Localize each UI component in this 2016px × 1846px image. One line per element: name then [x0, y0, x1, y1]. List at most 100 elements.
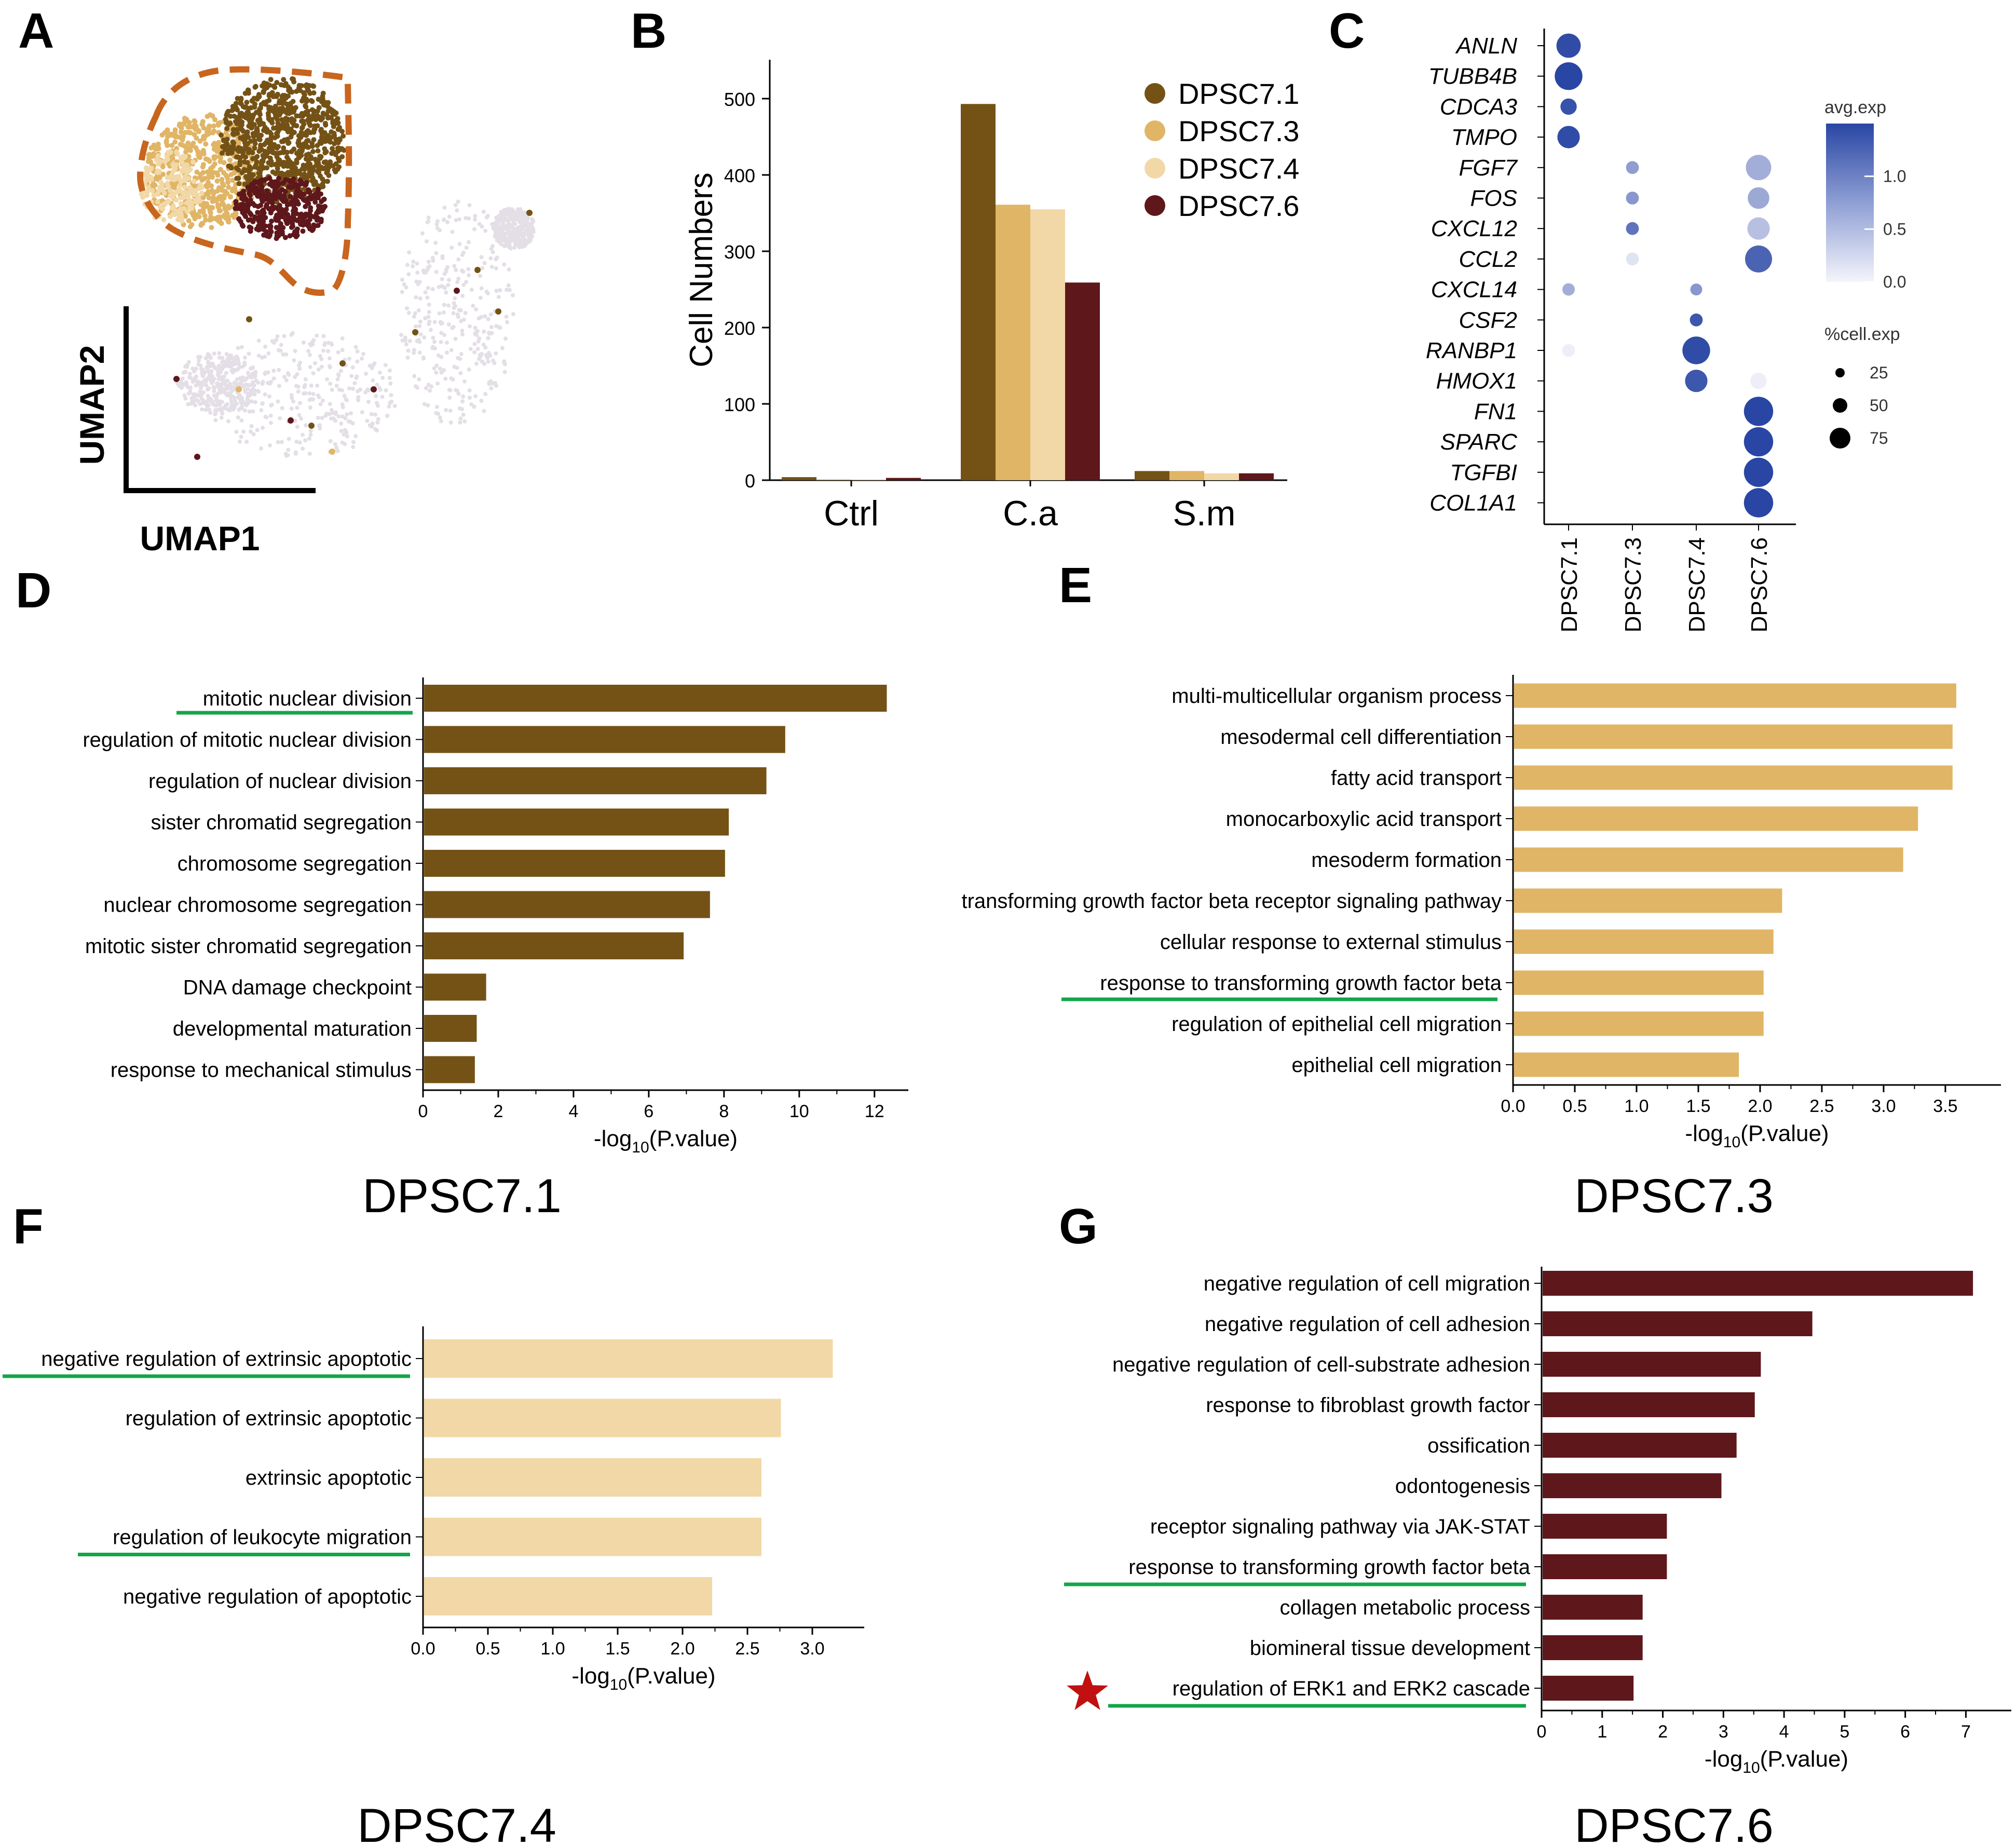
umap-point-other: [474, 361, 479, 366]
expression-dot-fn1-dpsc76: [1743, 397, 1774, 426]
umap-point-cluster: [474, 267, 481, 273]
umap-point-other: [346, 419, 351, 424]
umap-point-other: [517, 234, 521, 238]
umap-point-cluster: [412, 329, 418, 335]
legend-label: DPSC7.1: [1178, 77, 1299, 110]
umap-point-other: [494, 266, 498, 270]
expression-dot-col1a1-dpsc76: [1743, 488, 1774, 518]
umap-point-other: [287, 437, 291, 441]
umap-point-cluster: [199, 191, 205, 196]
umap-point-other: [483, 314, 487, 319]
umap-point-other: [495, 255, 499, 260]
gene-label: TGFBI: [1450, 460, 1517, 485]
go-term-bar: [1543, 1392, 1755, 1417]
umap-point-cluster: [264, 165, 270, 171]
umap-point-other: [197, 358, 201, 363]
go-term-label: DNA damage checkpoint: [183, 976, 412, 999]
umap-point-cluster: [284, 154, 290, 160]
umap-point-other: [187, 372, 192, 376]
umap-point-other: [247, 373, 251, 378]
umap-point-cluster: [179, 169, 185, 174]
umap-point-other: [349, 411, 353, 416]
umap-point-cluster: [288, 101, 293, 106]
umap-point-cluster: [315, 148, 321, 154]
umap-point-cluster: [252, 164, 258, 170]
umap-point-other: [450, 229, 455, 234]
umap-point-other: [328, 439, 333, 443]
umap-point-other: [249, 429, 253, 434]
umap-point-cluster: [252, 141, 258, 146]
umap-point-cluster: [244, 168, 250, 173]
umap-point-cluster: [257, 137, 263, 143]
umap-point-cluster: [287, 164, 293, 169]
umap-point-other: [473, 394, 478, 399]
umap-point-cluster: [298, 129, 304, 135]
umap-point-cluster: [325, 179, 330, 184]
umap-point-other: [463, 311, 468, 315]
umap-point-cluster: [249, 123, 255, 128]
umap-point-other: [498, 288, 502, 292]
umap-point-cluster: [200, 195, 206, 200]
umap-point-other: [339, 429, 344, 433]
umap-point-other: [486, 317, 491, 321]
umap-point-cluster: [301, 121, 307, 127]
umap-point-cluster: [228, 114, 233, 119]
umap-point-other: [418, 332, 423, 337]
umap-point-other: [293, 375, 297, 379]
umap-point-cluster: [234, 127, 240, 132]
umap-point-cluster: [309, 143, 315, 149]
umap-point-other: [233, 399, 237, 403]
umap-point-cluster: [172, 127, 178, 133]
go-term-label: regulation of mitotic nuclear division: [83, 729, 412, 752]
umap-point-cluster: [266, 234, 272, 239]
umap-point-other: [435, 381, 440, 386]
umap-point-other: [352, 381, 357, 386]
umap-point-other: [347, 357, 351, 361]
umap-point-other: [455, 208, 459, 213]
umap-point-other: [280, 440, 284, 444]
gene-label: RANBP1: [1426, 338, 1517, 363]
umap-point-other: [360, 356, 364, 361]
umap-point-other: [400, 277, 404, 282]
umap-point-other: [224, 379, 229, 384]
umap-point-other: [464, 280, 469, 284]
umap-point-other: [504, 218, 509, 222]
umap-point-cluster: [257, 121, 263, 127]
umap-point-cluster: [146, 185, 152, 191]
umap-point-other: [243, 355, 247, 360]
umap-point-other: [443, 376, 448, 381]
umap-point-cluster: [231, 214, 237, 220]
umap-point-other: [323, 341, 328, 346]
umap-point-other: [214, 408, 219, 413]
umap-point-cluster: [193, 145, 199, 151]
go-term-label: sister chromatid segregation: [151, 811, 412, 834]
umap-point-cluster: [281, 148, 287, 154]
umap-point-other: [481, 209, 486, 214]
group-label: DPSC7.3: [1620, 537, 1646, 632]
umap-point-other: [477, 357, 481, 361]
umap-point-other: [479, 286, 484, 291]
umap-point-other: [446, 303, 451, 308]
umap-point-other: [342, 393, 347, 398]
umap-point-cluster: [191, 179, 197, 184]
umap-point-cluster: [275, 91, 280, 97]
umap-point-cluster: [221, 160, 227, 166]
go-term-bar: [1543, 1271, 1973, 1296]
umap-point-other: [206, 403, 211, 408]
umap-point-cluster: [159, 132, 165, 138]
umap-point-cluster: [219, 221, 224, 226]
umap-point-other: [491, 250, 495, 254]
umap-point-cluster: [261, 195, 267, 200]
hbar-x-axis-label: -log10(P.value): [594, 1126, 738, 1156]
umap-point-other: [430, 287, 435, 291]
umap-point-other: [219, 385, 223, 390]
umap-point-cluster: [294, 89, 299, 94]
umap-point-other: [236, 415, 240, 420]
umap-point-other: [276, 440, 280, 444]
umap-point-cluster: [243, 154, 249, 160]
gene-label: TMPO: [1451, 125, 1517, 150]
umap-point-other: [469, 288, 474, 292]
umap-point-cluster: [252, 104, 257, 110]
expression-dot-sparc-dpsc76: [1743, 427, 1774, 457]
umap-point-other: [505, 320, 509, 324]
